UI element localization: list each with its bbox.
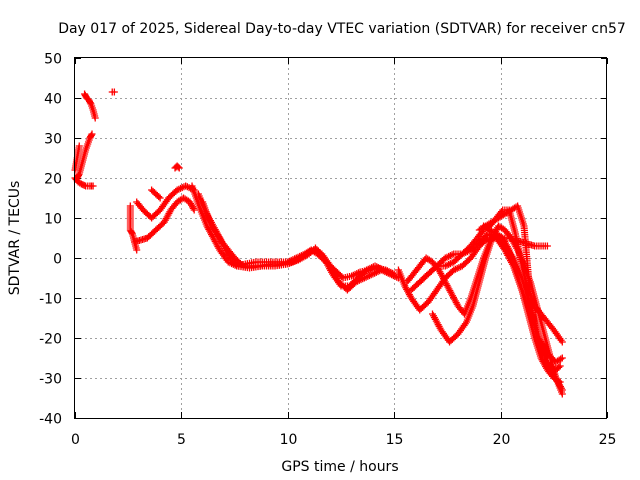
data-point (431, 263, 439, 271)
chart-title: Day 017 of 2025, Sidereal Day-to-day VTE… (58, 21, 626, 37)
data-point (110, 88, 118, 96)
y-tick-label: 30 (44, 132, 62, 148)
x-tick-label: 0 (71, 432, 80, 448)
data-point (497, 233, 505, 241)
data-point (189, 204, 197, 212)
data-point (80, 181, 88, 189)
y-tick-label: -30 (39, 372, 62, 388)
data-point (89, 182, 97, 190)
series-arc-5 (108, 88, 118, 96)
data-point (87, 131, 95, 139)
data-point (558, 338, 566, 346)
data-point (308, 247, 316, 255)
series-arc-2 (71, 142, 83, 174)
series-arc-7 (131, 194, 198, 246)
x-tick-label: 5 (177, 432, 186, 448)
data-point (556, 362, 564, 370)
x-tick-label: 15 (386, 432, 404, 448)
data-point (133, 246, 141, 254)
data-point (175, 164, 183, 172)
series-arc-20 (480, 222, 551, 250)
data-point (75, 142, 83, 150)
data-points (71, 88, 566, 398)
data-point (307, 249, 315, 256)
series-arc-3 (73, 130, 96, 182)
x-axis-label: GPS time / hours (281, 459, 398, 475)
data-point (91, 114, 99, 122)
y-tick-label: -10 (39, 292, 62, 308)
data-point (555, 363, 563, 371)
x-tick-label: 10 (280, 432, 298, 448)
data-point (190, 206, 198, 214)
y-axis-label: SDTVAR / TECUs (7, 181, 23, 296)
y-tick-label: 0 (53, 252, 62, 268)
data-point (75, 171, 83, 179)
data-point (156, 194, 164, 202)
y-tick-label: -20 (39, 332, 62, 348)
series-arc-9 (148, 186, 164, 202)
data-point (174, 163, 182, 171)
y-tick-label: 10 (44, 212, 62, 228)
series-arc-6 (126, 202, 141, 254)
data-point (388, 270, 396, 278)
data-point (88, 130, 96, 138)
y-tick-label: 40 (44, 92, 62, 108)
y-tick-label: 50 (44, 52, 62, 68)
data-point (558, 390, 566, 398)
x-tick-label: 20 (493, 432, 511, 448)
series-arc-4 (81, 90, 99, 122)
data-point (155, 193, 163, 201)
plot-frame (74, 57, 607, 419)
x-tick-labels: 0 5 10 15 20 25 (71, 432, 616, 448)
data-point (557, 355, 565, 363)
data-point (128, 229, 136, 237)
data-point (543, 242, 551, 250)
x-tick-label: 25 (599, 432, 617, 448)
data-point (558, 354, 566, 362)
y-tick-label: 20 (44, 172, 62, 188)
series-arc-13 (199, 198, 396, 290)
data-point (76, 179, 84, 187)
data-point (305, 250, 313, 258)
y-tick-labels: -40 -30 -20 -10 0 10 20 30 40 50 (39, 52, 62, 428)
grid-lines (75, 58, 607, 418)
y-tick-label: -40 (39, 412, 62, 428)
series-arc-10 (171, 162, 183, 172)
data-point (86, 99, 94, 107)
